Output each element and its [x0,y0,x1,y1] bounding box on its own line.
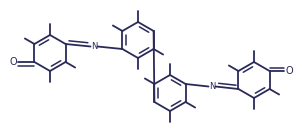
Text: N: N [91,42,97,51]
Text: O: O [9,57,17,67]
Text: N: N [209,82,215,91]
Text: O: O [285,66,293,76]
